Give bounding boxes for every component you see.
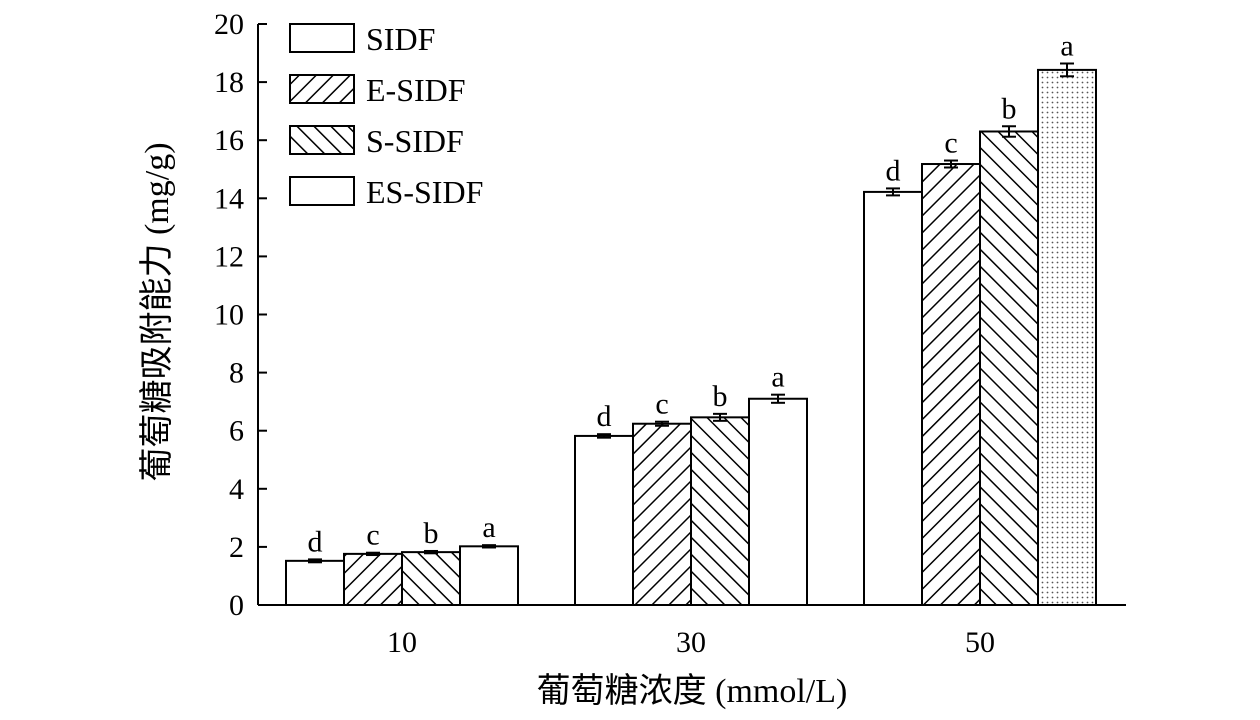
legend-label: SIDF — [366, 21, 435, 57]
significance-label: c — [944, 127, 957, 160]
legend-label: S-SIDF — [366, 123, 464, 159]
bar-S-SIDF-30 — [690, 416, 750, 606]
legend-swatch — [289, 176, 355, 206]
significance-label: d — [886, 154, 901, 187]
bar-SIDF-50 — [863, 190, 923, 606]
y-tick-label: 20 — [214, 8, 244, 41]
significance-label: a — [771, 361, 784, 394]
y-tick-label: 10 — [214, 299, 244, 332]
legend-swatch — [289, 74, 355, 104]
bar-SIDF-30 — [574, 434, 634, 606]
significance-label: b — [713, 380, 728, 413]
legend-swatch — [289, 23, 355, 53]
significance-label: b — [424, 517, 439, 550]
bar-E-SIDF-50 — [921, 163, 981, 606]
y-tick-label: 4 — [229, 473, 244, 506]
significance-label: a — [1060, 30, 1073, 63]
significance-label: d — [308, 525, 323, 558]
significance-label: c — [366, 519, 379, 552]
y-tick-label: 18 — [214, 66, 244, 99]
x-axis-title: 葡萄糖浓度 (mmol/L) — [537, 672, 848, 710]
legend-swatch — [289, 125, 355, 155]
bar-E-SIDF-10 — [343, 552, 403, 607]
bar-ES-SIDF-10 — [459, 545, 519, 606]
significance-label: c — [655, 388, 668, 421]
bar-E-SIDF-30 — [632, 422, 692, 606]
x-tick-label: 10 — [387, 626, 417, 659]
bar-SIDF-10 — [285, 559, 345, 606]
bar-S-SIDF-10 — [401, 551, 461, 607]
y-tick-label: 2 — [229, 531, 244, 564]
significance-label: b — [1002, 92, 1017, 125]
bar-S-SIDF-50 — [979, 130, 1039, 607]
significance-label: a — [482, 511, 495, 544]
y-tick-label: 6 — [229, 415, 244, 448]
bar-ES-SIDF-50 — [1037, 68, 1097, 607]
x-tick-label: 30 — [676, 626, 706, 659]
x-tick-label: 50 — [965, 626, 995, 659]
legend-label: E-SIDF — [366, 72, 466, 108]
y-tick-label: 14 — [214, 182, 244, 215]
legend: SIDF E-SIDF S-SIDF ES-SIDF — [289, 21, 483, 210]
y-tick-label: 12 — [214, 240, 244, 273]
bar-ES-SIDF-30 — [748, 397, 808, 606]
significance-label: d — [597, 400, 612, 433]
y-tick-label: 8 — [229, 357, 244, 390]
axes: 0 2 4 6 8 10 12 14 16 18 20 10 30 50 — [214, 8, 1126, 659]
y-axis-title: 葡萄糖吸附能力 (mg/g) — [138, 142, 176, 481]
legend-label: ES-SIDF — [366, 174, 483, 210]
y-tick-label: 0 — [229, 589, 244, 622]
y-tick-label: 16 — [214, 124, 244, 157]
bars-layer: d c b a d c b a d c b a — [285, 30, 1097, 607]
